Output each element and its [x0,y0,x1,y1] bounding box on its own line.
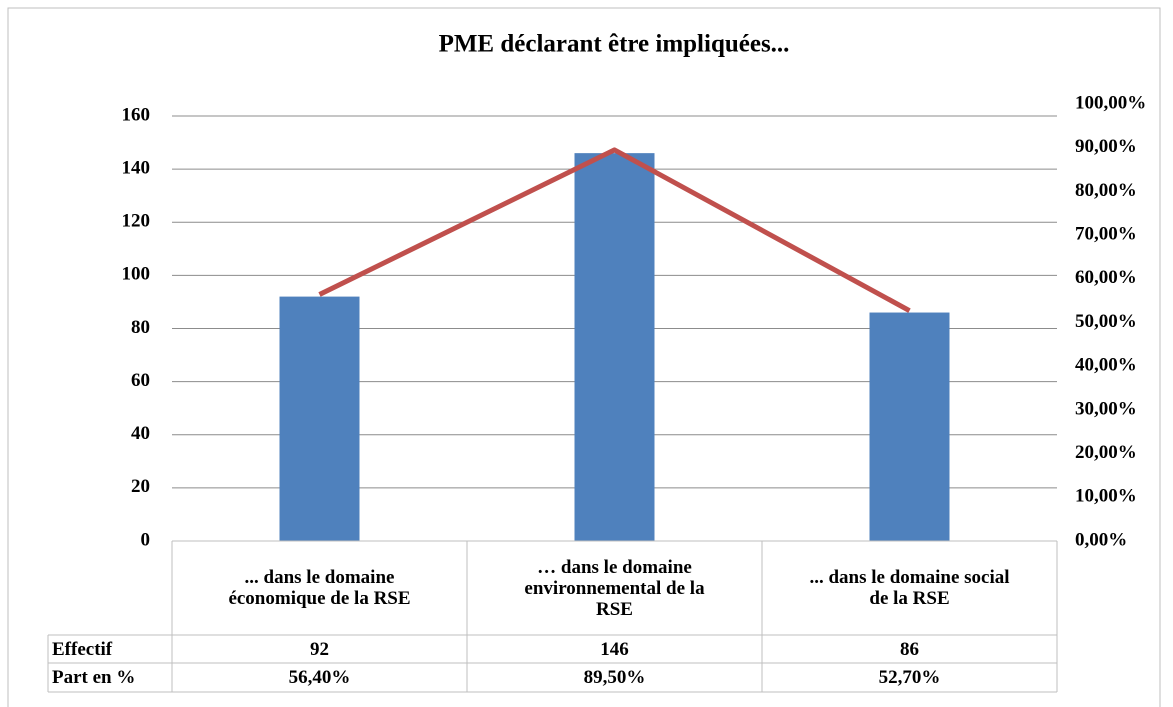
legend-label-box: Part en % [52,667,136,688]
y2-tick-label: 50,00% [1075,311,1137,332]
data-label: 146 [600,638,629,660]
y-tick-label: 120 [122,211,151,232]
legend-label: Effectif [52,638,113,660]
data-label-box: 56,40% [288,667,351,688]
y-tick-label: 0 [141,529,151,550]
data-label: 56,40% [288,667,351,688]
y-tick-label: 100 [122,264,151,285]
y2-tick-label: 20,00% [1075,442,1137,463]
data-label-box: 52,70% [878,667,941,688]
data-label-box: 92 [310,638,329,660]
y-tick-label: 60 [131,370,150,391]
x-tick-label-box: … dans le domaine environnemental de la … [524,556,705,620]
x-tick-label: ... dans le domaine social de la RSE [809,567,1010,609]
legend-label: Part en % [52,667,136,688]
y-tick-label: 160 [122,104,151,125]
y2-tick-label: 90,00% [1075,136,1137,157]
bar [869,312,950,541]
chart-border [7,7,1161,707]
data-label: 92 [310,638,329,660]
y2-tick-label: 100,00% [1075,92,1146,113]
y-tick-label: 20 [131,476,150,497]
y2-tick-label: 40,00% [1075,355,1137,376]
x-tick-label: … dans le domaine environnemental de la … [524,556,705,620]
bar [279,296,360,541]
x-tick-label-box: ... dans le domaine social de la RSE [809,567,1010,609]
chart-title: PME déclarant être impliquées... [439,31,790,58]
y2-tick-label: 0,00% [1075,529,1127,550]
y-tick-label: 80 [131,317,150,338]
legend-label-box: Effectif [52,638,113,660]
data-label-box: 86 [900,638,919,660]
y2-tick-label: 60,00% [1075,267,1137,288]
x-tick-label-box: ... dans le domaine économique de la RSE [228,567,411,609]
y-tick-label: 40 [131,423,150,444]
line [318,147,911,313]
y2-tick-label: 10,00% [1075,486,1137,507]
x-tick-label: ... dans le domaine économique de la RSE [228,567,411,609]
data-label: 89,50% [583,667,646,688]
y2-tick-label: 80,00% [1075,180,1137,201]
bar [574,153,655,542]
data-label: 52,70% [878,667,941,688]
data-label-box: 146 [600,638,629,660]
data-label: 86 [900,638,919,660]
y2-tick-label: 70,00% [1075,223,1137,244]
y-tick-label: 140 [122,157,151,178]
y2-tick-label: 30,00% [1075,398,1137,419]
data-label-box: 89,50% [583,667,646,688]
